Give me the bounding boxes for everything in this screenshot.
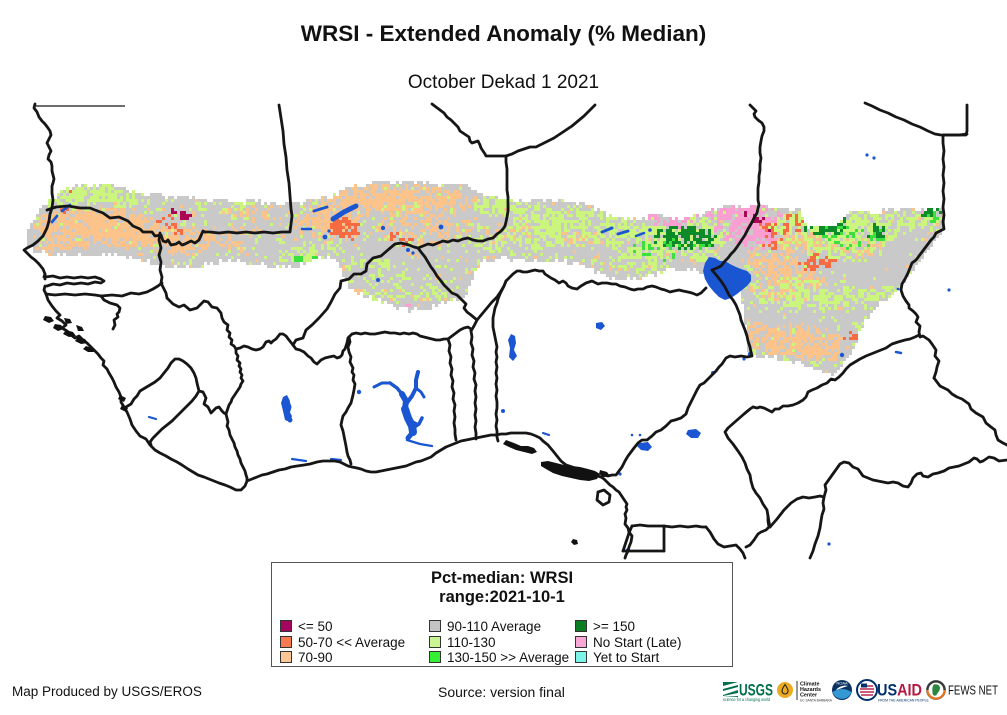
svg-text:UC SANTA BARBARA: UC SANTA BARBARA xyxy=(800,699,833,703)
svg-text:FEWS NET: FEWS NET xyxy=(948,684,998,698)
svg-text:FROM THE AMERICAN PEOPLE: FROM THE AMERICAN PEOPLE xyxy=(878,699,930,703)
svg-text:USAID: USAID xyxy=(877,682,922,700)
svg-text:NOAA: NOAA xyxy=(836,681,848,686)
svg-text:USGS: USGS xyxy=(739,681,773,700)
svg-text:Center: Center xyxy=(800,693,818,699)
svg-text:science for a changing world: science for a changing world xyxy=(723,697,770,702)
svg-text:Climate: Climate xyxy=(800,682,819,688)
svg-text:Hazards: Hazards xyxy=(800,687,821,693)
